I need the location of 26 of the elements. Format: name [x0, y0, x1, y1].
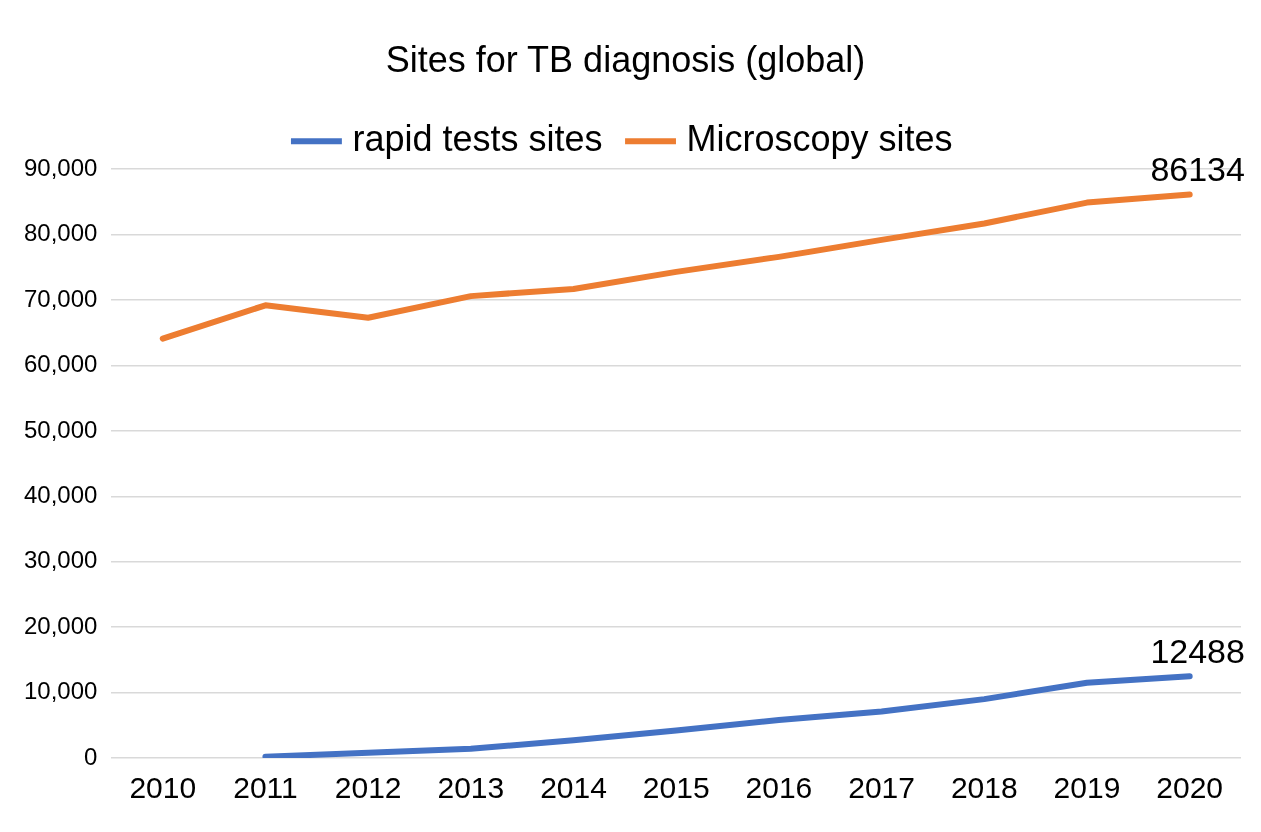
y-tick-label: 60,000 [24, 350, 98, 378]
y-tick-label: 40,000 [24, 480, 98, 508]
y-tick-label: 50,000 [24, 415, 98, 443]
x-tick-label: 2016 [745, 771, 813, 805]
data-label: 12488 [1150, 631, 1245, 670]
y-tick-label: 20,000 [24, 611, 98, 639]
legend-label: rapid tests sites [352, 118, 603, 160]
y-tick-label: 10,000 [24, 677, 98, 705]
legend-label: Microscopy sites [686, 118, 953, 160]
x-tick-label: 2017 [848, 771, 915, 805]
x-tick-label: 2015 [642, 771, 710, 805]
y-tick-label: 90,000 [24, 153, 98, 181]
x-tick-label: 2010 [129, 771, 197, 805]
data-label: 86134 [1150, 149, 1245, 188]
x-tick-label: 2019 [1053, 771, 1121, 805]
x-tick-label: 2018 [950, 771, 1018, 805]
x-tick-label: 2014 [540, 771, 607, 805]
x-tick-label: 2012 [334, 771, 402, 805]
y-tick-label: 0 [84, 742, 98, 770]
x-tick-label: 2013 [437, 771, 505, 805]
y-tick-label: 70,000 [24, 284, 98, 312]
y-tick-label: 80,000 [24, 219, 98, 247]
y-tick-label: 30,000 [24, 546, 98, 574]
x-tick-label: 2011 [233, 771, 298, 805]
x-tick-label: 2020 [1156, 771, 1224, 805]
chart-title: Sites for TB diagnosis (global) [385, 38, 866, 80]
